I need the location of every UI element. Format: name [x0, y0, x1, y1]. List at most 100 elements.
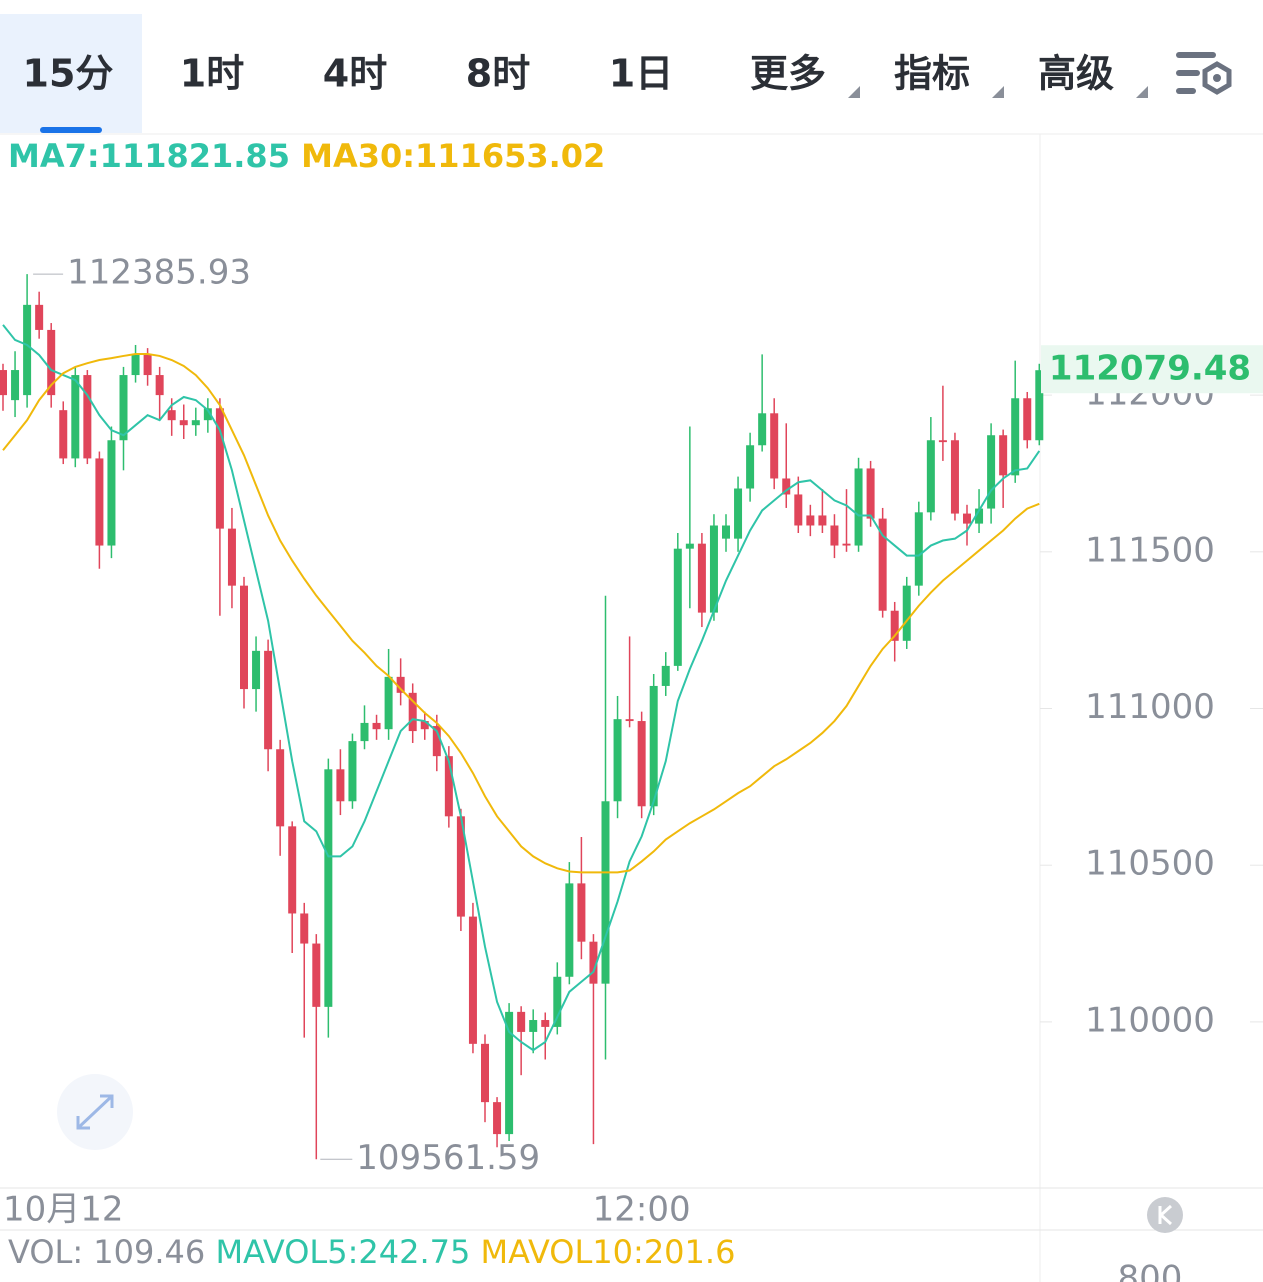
settings-icon[interactable]	[1176, 52, 1232, 95]
candle-body	[577, 883, 586, 942]
ma-line	[2, 324, 1041, 1052]
dropdown-caret	[848, 86, 860, 98]
tab[interactable]: 1日	[609, 52, 673, 96]
volume-axis-label: 800	[1118, 1259, 1183, 1282]
candle-body	[999, 435, 1008, 476]
candle-body	[613, 719, 622, 802]
candle-body	[432, 726, 441, 757]
ma-value: 111653.02	[415, 137, 605, 175]
candle-body	[1023, 398, 1032, 441]
candle-body	[11, 370, 20, 401]
candle-body	[336, 769, 345, 802]
candle-body	[456, 816, 465, 917]
mavol-value: 201.6	[644, 1233, 736, 1271]
candle-body	[589, 941, 598, 984]
tab[interactable]: 15分	[23, 52, 114, 96]
candle-body	[227, 528, 236, 586]
tab[interactable]: 8时	[466, 52, 530, 96]
candle-body	[240, 585, 248, 690]
candle-body	[1011, 398, 1020, 476]
vol-value: 109.46	[93, 1233, 205, 1271]
last-price-label: 112079.48	[1049, 349, 1251, 389]
candle-body	[854, 468, 863, 546]
candle-body	[914, 512, 923, 586]
icon-bar	[1176, 70, 1200, 76]
candle-body	[938, 440, 947, 443]
candle-body	[950, 440, 959, 514]
candle-body	[649, 685, 658, 807]
candle-body	[505, 1011, 514, 1135]
candle-body	[1035, 370, 1044, 441]
candle-body	[553, 976, 562, 1027]
candle-body	[517, 1011, 526, 1032]
expand-icon	[76, 1094, 114, 1130]
candle-body	[975, 508, 984, 524]
candle-body	[384, 676, 393, 730]
candle-body	[35, 304, 44, 330]
candle-body	[167, 410, 176, 421]
candle-body	[794, 494, 803, 526]
tab[interactable]: 指标	[894, 52, 970, 96]
y-tick-label: 111500	[1085, 530, 1215, 570]
candle-body	[673, 548, 682, 666]
candle-body	[155, 375, 164, 396]
last-price-bg	[1041, 345, 1263, 394]
y-tick-label: 110000	[1085, 1000, 1215, 1040]
candle-body	[348, 741, 357, 802]
candle-body	[312, 943, 321, 1007]
icon-dot	[1213, 74, 1221, 82]
candle-body	[360, 722, 369, 742]
candle-body	[987, 435, 996, 509]
candle-body	[830, 525, 839, 546]
y-tick-label: 110500	[1085, 844, 1215, 884]
candle-body	[926, 440, 935, 513]
candle-body	[396, 676, 405, 693]
x-tick-label: 12:00	[593, 1190, 691, 1230]
tab[interactable]: 更多	[750, 52, 826, 96]
tab[interactable]: 高级	[1038, 52, 1114, 96]
candle-body	[252, 650, 261, 690]
mavol-name: MAVOL10	[481, 1233, 634, 1271]
ma-name: MA7	[8, 137, 87, 175]
candle-body	[83, 375, 92, 459]
mavol-name: MAVOL5	[215, 1233, 347, 1271]
candle-body	[179, 420, 188, 426]
ma-line	[2, 353, 1040, 874]
candle-body	[107, 440, 116, 546]
candle-body	[685, 543, 694, 549]
k-button[interactable]	[1147, 1197, 1183, 1233]
high-label: 112385.93	[67, 253, 251, 293]
active-tab-indicator	[40, 127, 102, 133]
candle-body	[890, 610, 899, 641]
candle-body	[746, 445, 755, 489]
candle-body	[963, 513, 971, 524]
candle-body	[203, 408, 212, 421]
candle-body	[300, 913, 309, 944]
candle-body	[408, 692, 417, 732]
candle-body	[23, 304, 32, 396]
candle-body	[818, 515, 827, 526]
candle-body	[191, 420, 200, 426]
candle-body	[866, 468, 875, 519]
candle-body	[95, 458, 104, 546]
tab[interactable]: 4时	[323, 52, 387, 96]
candle-body	[806, 515, 815, 526]
volume-legend: VOL: 109.46 MAVOL5:242.75 MAVOL10:201.6	[8, 1233, 735, 1271]
candle-body	[0, 370, 7, 396]
x-tick-label: 10月12	[3, 1190, 124, 1230]
candle-body	[722, 525, 730, 539]
candle-body	[709, 525, 718, 613]
candle-body	[697, 543, 706, 613]
icon-bar	[1176, 88, 1196, 94]
mavol-value: 242.75	[358, 1233, 470, 1271]
candle-body	[215, 408, 224, 529]
expand-button[interactable]	[57, 1074, 133, 1150]
candle-body	[324, 769, 333, 1007]
candle-body	[601, 801, 610, 984]
candle-body	[770, 413, 779, 479]
tab[interactable]: 1时	[180, 52, 244, 96]
candle-body	[143, 355, 152, 376]
active-tab-bg	[0, 14, 142, 133]
